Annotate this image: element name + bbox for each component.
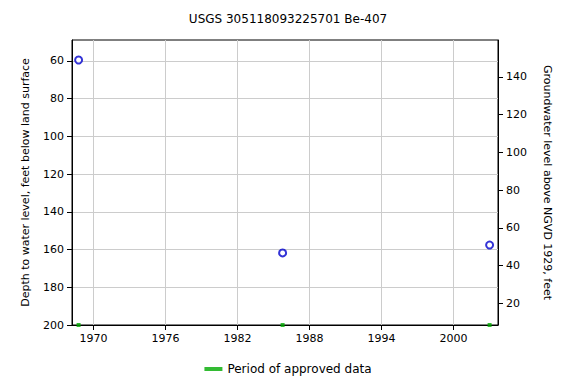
svg-text:Period of approved data: Period of approved data <box>227 362 371 376</box>
svg-text:Groundwater level above NGVD 1: Groundwater level above NGVD 1929, feet <box>541 65 554 301</box>
svg-text:120: 120 <box>43 168 64 181</box>
svg-text:80: 80 <box>506 184 520 197</box>
svg-text:1976: 1976 <box>152 332 180 345</box>
svg-text:USGS 305118093225701 Be-407: USGS 305118093225701 Be-407 <box>189 12 387 26</box>
svg-text:100: 100 <box>506 146 527 159</box>
svg-text:80: 80 <box>50 92 64 105</box>
svg-text:2000: 2000 <box>440 332 468 345</box>
svg-text:180: 180 <box>43 281 64 294</box>
svg-text:1988: 1988 <box>296 332 324 345</box>
svg-text:120: 120 <box>506 108 527 121</box>
svg-text:60: 60 <box>50 54 64 67</box>
svg-text:100: 100 <box>43 130 64 143</box>
svg-text:1970: 1970 <box>80 332 108 345</box>
svg-text:40: 40 <box>506 259 520 272</box>
svg-text:140: 140 <box>506 70 527 83</box>
svg-text:200: 200 <box>43 319 64 332</box>
svg-text:20: 20 <box>506 297 520 310</box>
svg-text:Depth to water level, feet bel: Depth to water level, feet below land su… <box>19 58 32 307</box>
svg-text:140: 140 <box>43 205 64 218</box>
svg-text:60: 60 <box>506 221 520 234</box>
svg-text:1982: 1982 <box>224 332 252 345</box>
svg-text:1994: 1994 <box>368 332 396 345</box>
svg-text:160: 160 <box>43 243 64 256</box>
